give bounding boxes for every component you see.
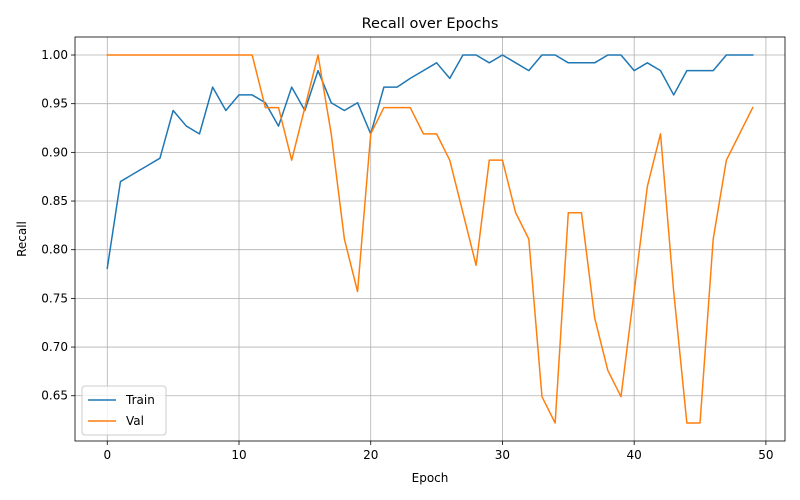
y-axis-label: Recall	[15, 221, 29, 257]
y-tick-label: 0.95	[41, 97, 68, 111]
x-axis-label: Epoch	[412, 471, 449, 485]
legend-box	[81, 385, 167, 436]
x-tick-label: 30	[495, 448, 510, 462]
y-tick-label: 0.75	[41, 291, 68, 305]
y-tick-label: 0.65	[41, 389, 68, 403]
series-lines	[106, 54, 754, 424]
x-tick-label: 40	[627, 448, 642, 462]
legend-label-val: Val	[126, 414, 144, 428]
series-line-train	[106, 54, 754, 270]
chart-title: Recall over Epochs	[362, 16, 499, 32]
x-tick-label: 10	[231, 448, 246, 462]
series-line-val	[106, 54, 754, 424]
y-tick-label: 0.85	[41, 194, 68, 208]
x-tick-label: 50	[758, 448, 773, 462]
y-tick-label: 0.70	[41, 340, 68, 354]
y-tick-label: 0.90	[41, 145, 68, 159]
axis-ticks: 0 10 20 30 40 50 0.65 0.70 0.75 0.80 0.85 0.90 0.95 1…	[41, 48, 773, 462]
y-tick-label: 1.00	[41, 48, 68, 62]
x-tick-label: 20	[363, 448, 378, 462]
legend-label-train: Train	[125, 393, 155, 407]
plot-frame	[74, 36, 786, 442]
y-tick-label: 0.80	[41, 243, 68, 257]
legend: Train Val	[81, 385, 167, 436]
x-tick-label: 0	[103, 448, 111, 462]
